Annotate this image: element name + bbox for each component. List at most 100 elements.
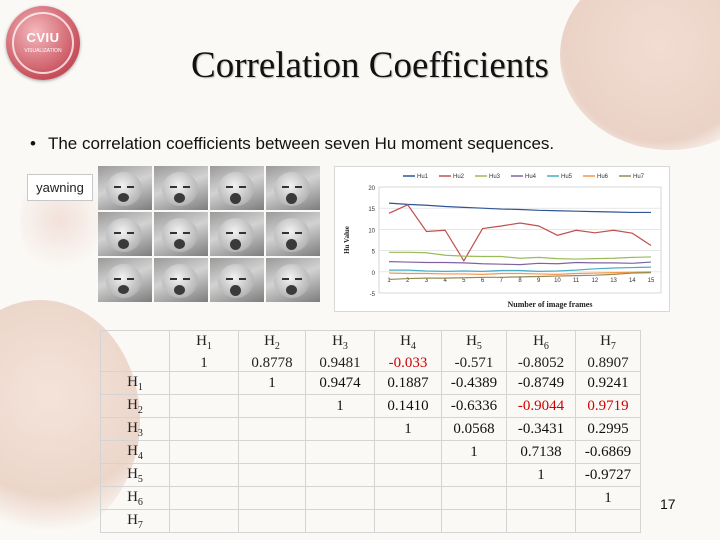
- series-line-hu7: [388, 272, 652, 281]
- table-row: H1 1 0.9474 0.1887 -0.4389 -0.8749 0.9241: [100, 371, 641, 395]
- y-tick-label: 20: [368, 186, 375, 192]
- x-tick-label: 13: [610, 278, 617, 284]
- table-cell: [238, 509, 306, 533]
- table-cell: [305, 440, 375, 464]
- baby-face: [218, 172, 254, 206]
- table-row: H2 1 0.1410 -0.6336 -0.9044 0.9719: [100, 394, 641, 418]
- series-line-hu2: [388, 204, 652, 262]
- x-tick-label: 9: [537, 278, 541, 284]
- eye-shape: [226, 186, 233, 188]
- column-header: H5 -0.571: [441, 330, 507, 372]
- x-tick-label: 14: [629, 278, 636, 284]
- y-tick-label: 5: [372, 250, 376, 256]
- table-cell: 1: [238, 371, 306, 395]
- table-cell: 0.0568: [441, 417, 507, 441]
- table-cell: [169, 440, 239, 464]
- baby-face: [274, 172, 310, 206]
- eye-shape: [127, 186, 134, 188]
- slide-title: Correlation Coefficients: [191, 45, 549, 86]
- x-tick-label: 4: [443, 278, 447, 284]
- baby-face: [106, 264, 142, 298]
- mouth-shape: [286, 285, 297, 295]
- table-cell: [169, 486, 239, 510]
- table-cell: 1: [506, 463, 576, 487]
- y-axis-label: Hu Value: [343, 226, 351, 254]
- table-cell: -0.4389: [441, 371, 507, 395]
- table-cell: [238, 417, 306, 441]
- series-line-hu3: [389, 251, 652, 260]
- table-cell: 0.9241: [575, 371, 641, 395]
- yawning-frame: [98, 258, 152, 302]
- eye-shape: [282, 186, 289, 188]
- baby-face: [106, 172, 142, 206]
- table-row: H6 1: [100, 486, 641, 510]
- mouth-shape: [230, 239, 241, 250]
- yawning-frame: [210, 212, 264, 256]
- y-tick-label: -5: [370, 292, 376, 298]
- eye-shape: [239, 278, 246, 280]
- yawning-frame: [154, 212, 208, 256]
- eye-shape: [226, 232, 233, 234]
- row-header: H5: [100, 463, 170, 487]
- table-cell: 0.9474: [305, 371, 375, 395]
- x-tick-label: 3: [425, 278, 429, 284]
- table-cell: [169, 417, 239, 441]
- row-header: H4: [100, 440, 170, 464]
- column-header: H4 -0.033: [374, 330, 442, 372]
- table-cell: [305, 486, 375, 510]
- yawning-frame: [98, 166, 152, 210]
- table-cell: [441, 463, 507, 487]
- table-cell: [305, 417, 375, 441]
- table-cell: -0.3431: [506, 417, 576, 441]
- baby-face: [218, 264, 254, 298]
- legend-label: Hu4: [525, 174, 537, 180]
- table-cell: [238, 486, 306, 510]
- x-tick-label: 8: [518, 278, 522, 284]
- table-cell: 0.9719: [575, 394, 641, 418]
- x-tick-label: 10: [554, 278, 561, 284]
- x-tick-label: 5: [462, 278, 466, 284]
- column-header: H6 -0.8052: [506, 330, 576, 372]
- table-cell: [305, 509, 375, 533]
- legend-label: Hu3: [489, 174, 501, 180]
- table-cell: 0.1887: [374, 371, 442, 395]
- legend-label: Hu5: [561, 174, 573, 180]
- baby-face: [162, 172, 198, 206]
- eye-shape: [170, 278, 177, 280]
- series-line-hu4: [388, 261, 652, 266]
- bullet-dot: •: [30, 134, 36, 153]
- logo-subtext: VISUALIZATION: [24, 48, 62, 54]
- table-cell: [575, 509, 641, 533]
- table-cell: [169, 509, 239, 533]
- table-row: H7: [100, 509, 641, 533]
- mouth-shape: [118, 193, 129, 202]
- cviu-logo: CVIU VISUALIZATION: [6, 6, 80, 80]
- eye-shape: [127, 278, 134, 280]
- table-row: H3 1 0.0568 -0.3431 0.2995: [100, 417, 641, 441]
- baby-face: [274, 264, 310, 298]
- table-cell: 1: [441, 440, 507, 464]
- baby-face: [162, 264, 198, 298]
- mouth-shape: [286, 239, 297, 250]
- baby-face: [218, 218, 254, 252]
- column-header: H1 1: [169, 330, 239, 372]
- table-cell: [238, 394, 306, 418]
- yawning-frame: [266, 258, 320, 302]
- table-cell: [441, 509, 507, 533]
- legend-label: Hu2: [453, 174, 465, 180]
- eye-shape: [183, 232, 190, 234]
- row-header: H7: [100, 509, 170, 533]
- yawning-frame: [98, 212, 152, 256]
- yawning-frame: [154, 258, 208, 302]
- series-line-hu5: [389, 266, 652, 272]
- table-cell: [238, 440, 306, 464]
- eye-shape: [239, 232, 246, 234]
- bullet-point: • The correlation coefficients between se…: [30, 134, 554, 154]
- table-cell: [374, 509, 442, 533]
- table-cell: [506, 486, 576, 510]
- yawning-label: yawning: [27, 174, 93, 201]
- eye-shape: [170, 232, 177, 234]
- x-tick-label: 6: [481, 278, 485, 284]
- logo-text: CVIU: [26, 30, 60, 45]
